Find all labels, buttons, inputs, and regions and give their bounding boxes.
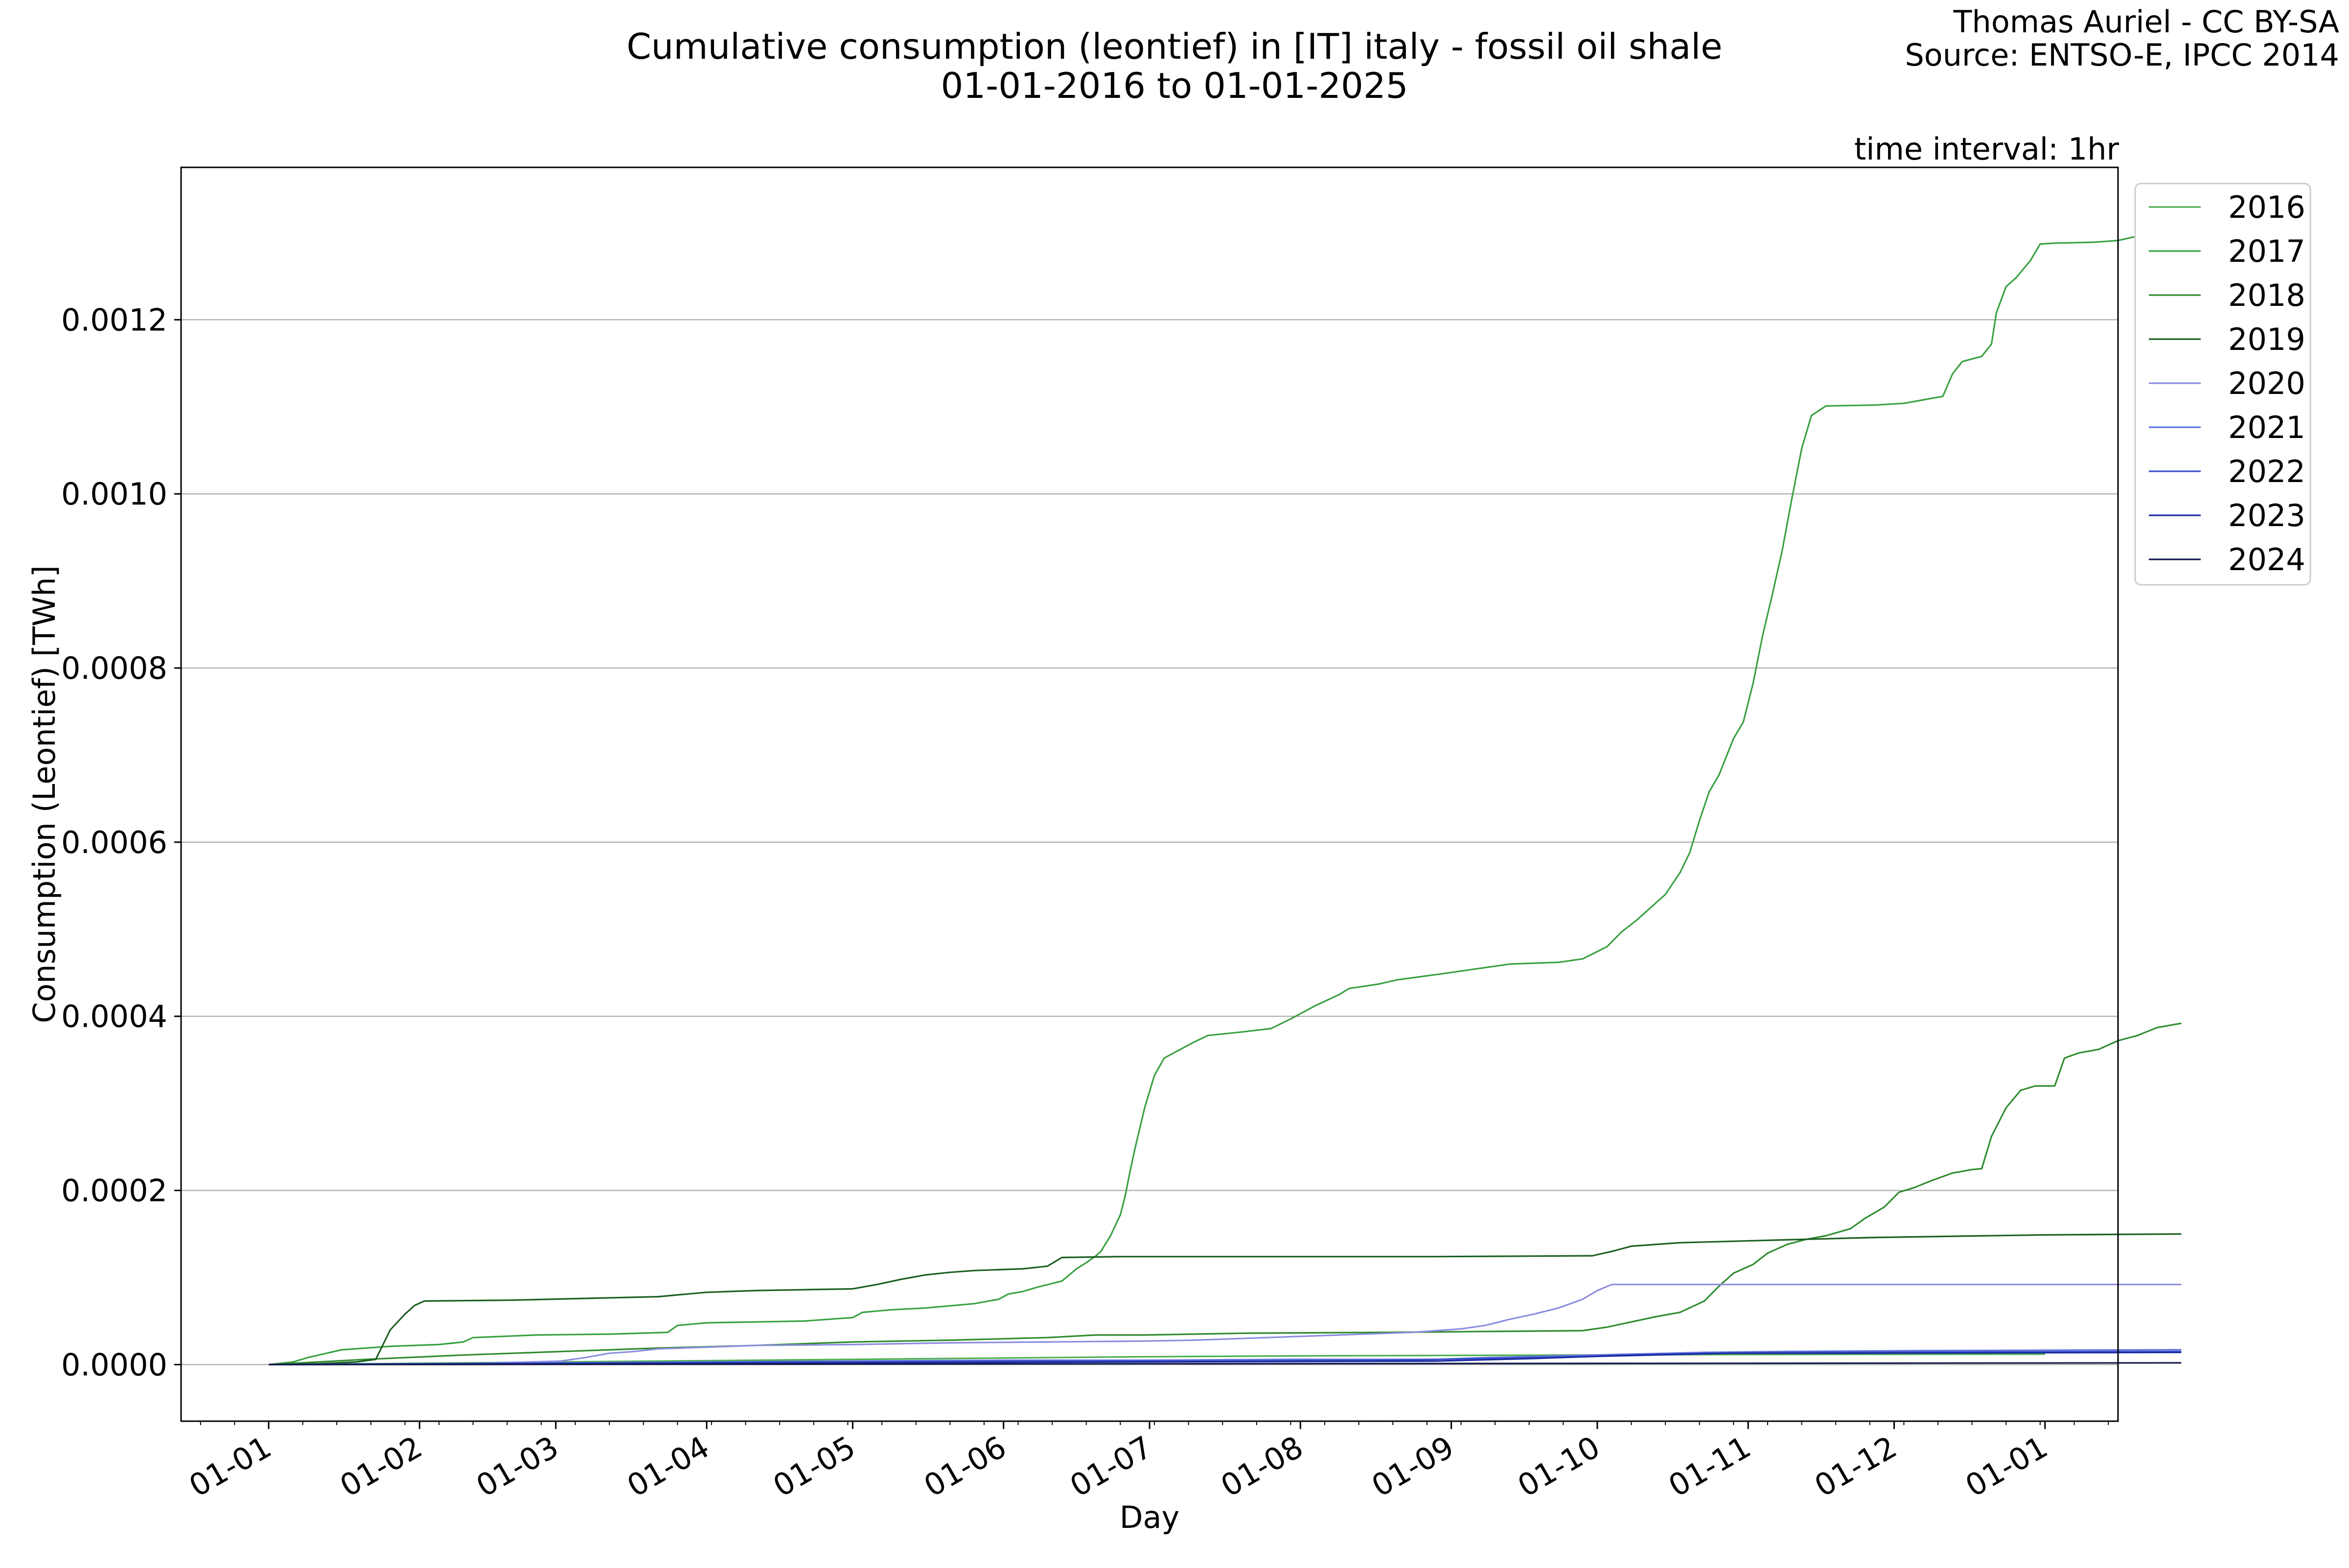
legend-label-2023: 2023 [2228, 498, 2305, 533]
y-axis-label: Consumption (Leontief) [TWh] [26, 565, 62, 1023]
legend-label-2017: 2017 [2228, 233, 2305, 269]
legend-label-2018: 2018 [2228, 277, 2305, 313]
series-line-2020 [268, 1284, 2182, 1365]
legend-label-2021: 2021 [2228, 410, 2305, 445]
chart-subtitle: 01-01-2016 to 01-01-2025 [941, 65, 1408, 106]
credit-text: Thomas Auriel - CC BY-SA [1953, 4, 2339, 40]
series-line-2016 [268, 1353, 2045, 1365]
series-line-2023 [268, 1351, 2182, 1365]
series-layer [268, 228, 2182, 1365]
chart-title: Cumulative consumption (leontief) in [IT… [626, 26, 1722, 67]
legend-label-2020: 2020 [2228, 366, 2305, 401]
legend: 2016 2017 2018 2019 2020 2021 2022 2023 2024 [2134, 183, 2311, 586]
y-tick-label: 0.0006 [61, 825, 167, 860]
legend-label-2022: 2022 [2228, 454, 2305, 489]
y-tick-label: 0.0002 [61, 1173, 167, 1209]
y-tick-label: 0.0012 [61, 302, 167, 338]
legend-label-2019: 2019 [2228, 322, 2305, 357]
grid-layer [181, 319, 2118, 1365]
series-line-2018 [268, 1022, 2182, 1365]
y-tick-label: 0.0008 [61, 650, 167, 686]
legend-label-2024: 2024 [2228, 542, 2305, 577]
time-interval-annotation: time interval: 1hr [1854, 131, 2119, 167]
source-text: Source: ENTSO-E, IPCC 2014 [1905, 37, 2339, 73]
series-line-2024 [268, 1362, 2182, 1365]
x-axis-label: Day [1120, 1499, 1179, 1535]
series-line-2019 [268, 1233, 2182, 1365]
legend-box [2134, 183, 2311, 586]
series-line-2017 [268, 228, 2182, 1365]
legend-label-2016: 2016 [2228, 189, 2305, 225]
y-tick-label: 0.0000 [61, 1347, 167, 1383]
y-tick-label: 0.0010 [61, 476, 167, 512]
y-tick-label: 0.0004 [61, 999, 167, 1035]
y-axis: 0.0000 0.0002 0.0004 0.0006 0.0008 0.0010 0.00… [61, 302, 181, 1383]
